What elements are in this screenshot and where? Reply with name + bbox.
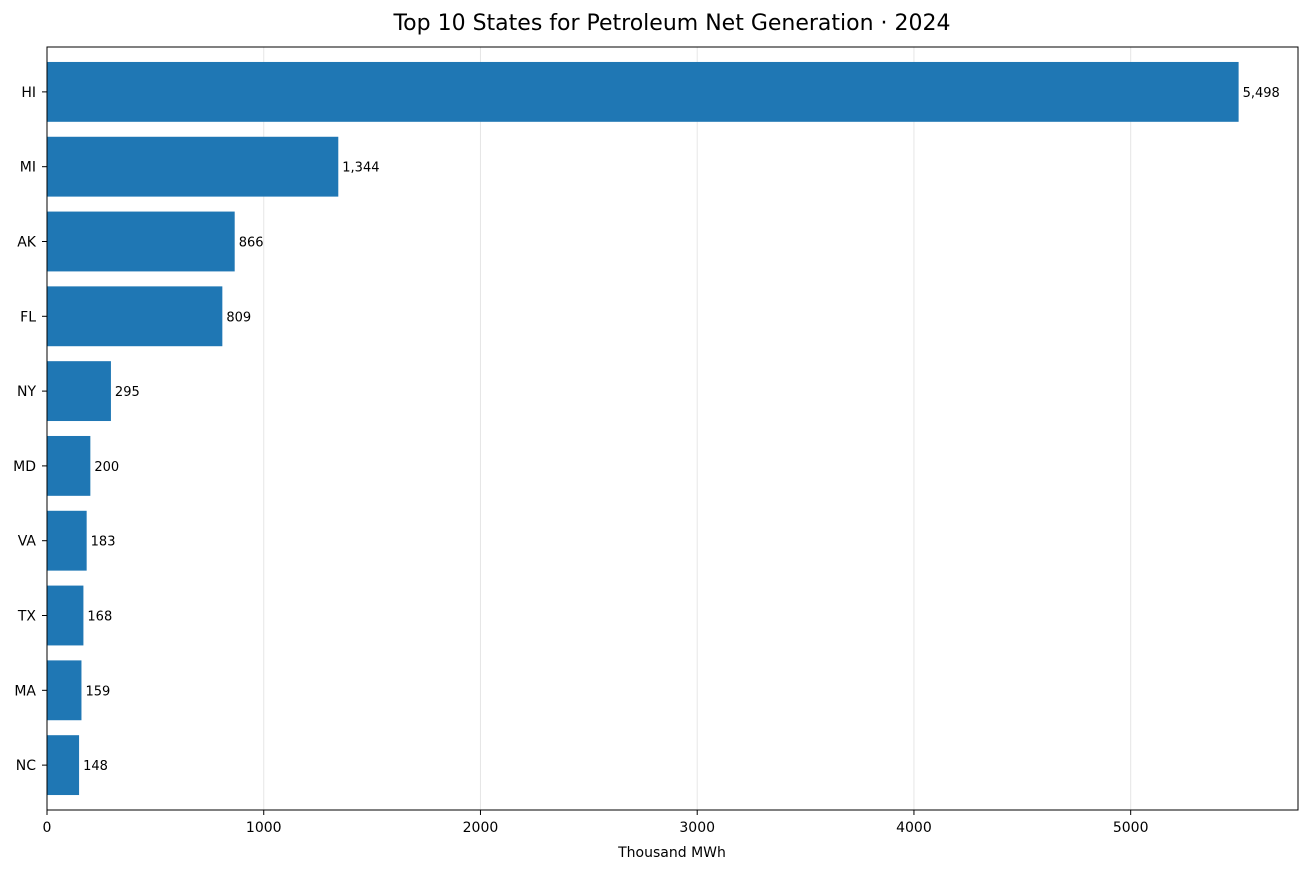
bar-hi	[47, 61, 1239, 122]
x-tick-label: 1000	[246, 820, 282, 836]
bar-ak	[47, 211, 235, 272]
data-label-hi: 5,498	[1243, 86, 1280, 101]
bars	[47, 61, 1239, 796]
y-tick-label: MI	[20, 160, 36, 176]
bar-md	[47, 435, 91, 496]
y-tick-label: VA	[18, 534, 37, 550]
bar-ma	[47, 660, 82, 721]
x-tick-label: 4000	[896, 820, 932, 836]
y-tick-label: TX	[17, 609, 37, 625]
bar-tx	[47, 585, 84, 646]
bar-va	[47, 510, 87, 571]
x-tick-label: 3000	[679, 820, 715, 836]
data-label-ny: 295	[115, 385, 140, 400]
y-tick-label: MD	[13, 459, 36, 475]
data-label-fl: 809	[226, 310, 251, 325]
y-tick-label: HI	[21, 85, 36, 101]
x-tick-label: 0	[43, 820, 52, 836]
data-label-va: 183	[91, 535, 116, 550]
data-label-ma: 159	[85, 684, 110, 699]
x-tick-label: 2000	[463, 820, 499, 836]
y-tick-label: MA	[14, 683, 36, 699]
data-label-mi: 1,344	[342, 161, 379, 176]
plot-frame	[46, 46, 1299, 811]
grid-lines	[263, 47, 1132, 810]
y-tick-label: NC	[16, 758, 36, 774]
bar-mi	[47, 136, 339, 197]
y-tick-label: AK	[17, 234, 37, 250]
bar-ny	[47, 361, 111, 422]
x-axis-label: Thousand MWh	[617, 845, 726, 861]
y-tick-label: FL	[20, 309, 36, 325]
data-labels: 5,498 1,344 866 809 295 200 183 168 159 148	[83, 86, 1280, 774]
data-label-nc: 148	[83, 759, 108, 774]
y-axis-ticks: HI MI AK FL NY MD VA TX MA NC	[13, 85, 47, 774]
bar-fl	[47, 286, 223, 347]
x-axis-ticks: 0 1000 2000 3000 4000 5000	[43, 810, 1149, 836]
x-tick-label: 5000	[1113, 820, 1149, 836]
bar-nc	[47, 735, 80, 796]
data-label-tx: 168	[87, 610, 112, 625]
data-label-md: 200	[94, 460, 119, 475]
y-tick-label: NY	[17, 384, 36, 400]
data-label-ak: 866	[239, 235, 264, 250]
chart-title: Top 10 States for Petroleum Net Generati…	[392, 11, 950, 36]
